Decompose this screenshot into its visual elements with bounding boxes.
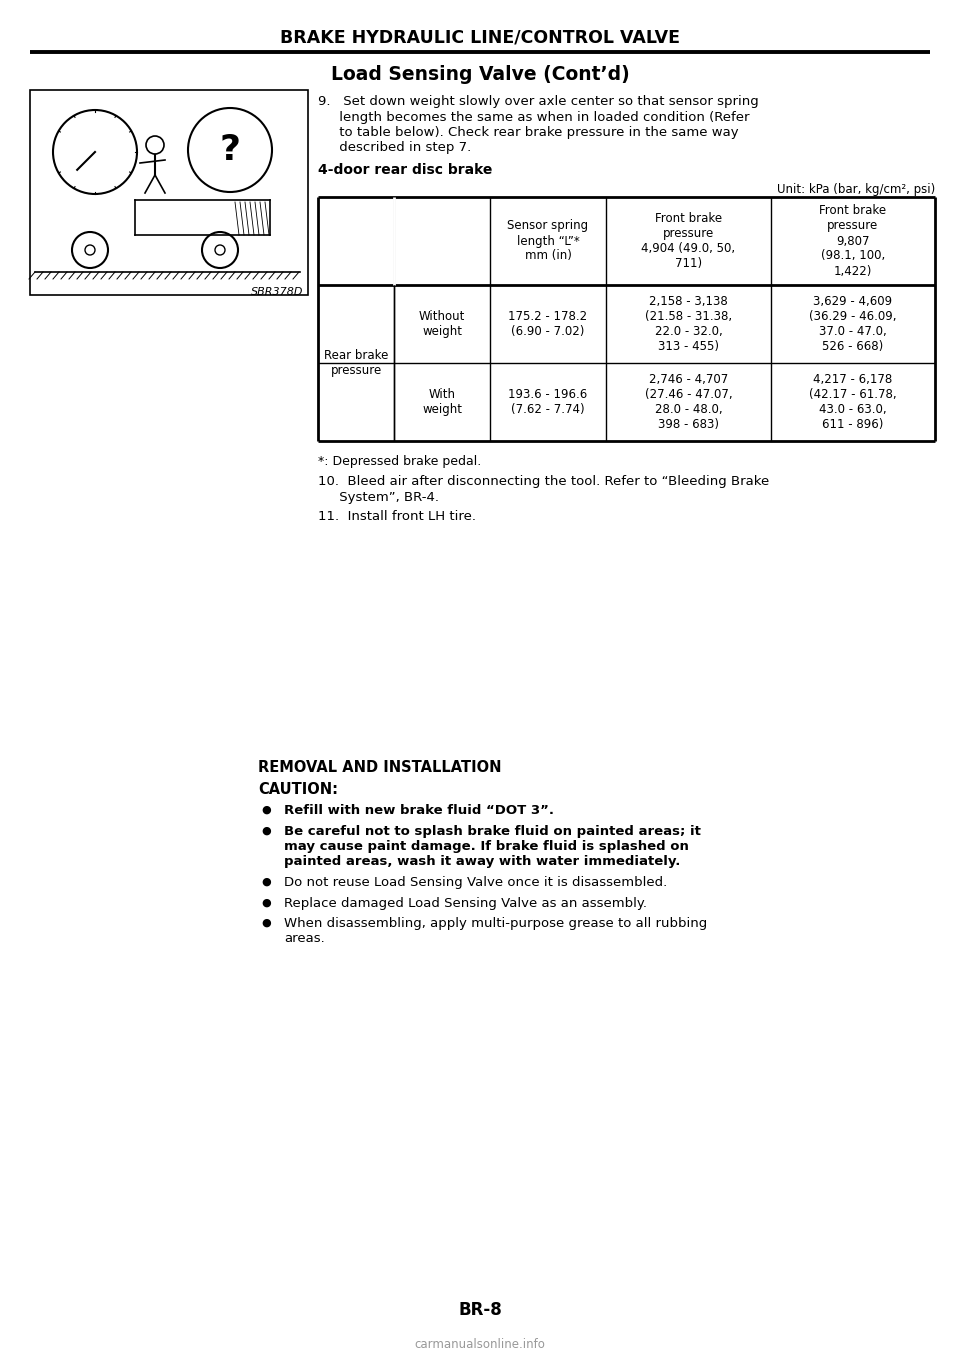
Text: 11.  Install front LH tire.: 11. Install front LH tire. xyxy=(318,511,476,523)
Text: may cause paint damage. If brake fluid is splashed on: may cause paint damage. If brake fluid i… xyxy=(284,841,689,853)
Text: ●: ● xyxy=(261,826,271,835)
Text: Replace damaged Load Sensing Valve as an assembly.: Replace damaged Load Sensing Valve as an… xyxy=(284,896,647,910)
Text: ●: ● xyxy=(261,898,271,907)
Circle shape xyxy=(188,109,272,191)
Text: 4-door rear disc brake: 4-door rear disc brake xyxy=(318,163,492,177)
Text: carmanualsonline.info: carmanualsonline.info xyxy=(415,1339,545,1351)
Text: REMOVAL AND INSTALLATION: REMOVAL AND INSTALLATION xyxy=(258,760,501,775)
Text: 2,158 - 3,138
(21.58 - 31.38,
22.0 - 32.0,
313 - 455): 2,158 - 3,138 (21.58 - 31.38, 22.0 - 32.… xyxy=(645,295,732,353)
Text: 3,629 - 4,609
(36.29 - 46.09,
37.0 - 47.0,
526 - 668): 3,629 - 4,609 (36.29 - 46.09, 37.0 - 47.… xyxy=(809,295,897,353)
Text: Rear brake
pressure: Rear brake pressure xyxy=(324,349,389,378)
Text: 10.  Bleed air after disconnecting the tool. Refer to “Bleeding Brake: 10. Bleed air after disconnecting the to… xyxy=(318,475,769,488)
Circle shape xyxy=(215,244,225,255)
Text: ?: ? xyxy=(220,133,241,167)
Circle shape xyxy=(85,244,95,255)
Text: *: Depressed brake pedal.: *: Depressed brake pedal. xyxy=(318,455,481,469)
Circle shape xyxy=(72,232,108,268)
Text: With
weight: With weight xyxy=(422,388,462,416)
Bar xyxy=(30,90,308,295)
Text: 4,217 - 6,178
(42.17 - 61.78,
43.0 - 63.0,
611 - 896): 4,217 - 6,178 (42.17 - 61.78, 43.0 - 63.… xyxy=(809,373,897,430)
Text: Sensor spring
length “L”*
mm (in): Sensor spring length “L”* mm (in) xyxy=(508,220,588,262)
Text: length becomes the same as when in loaded condition (Refer: length becomes the same as when in loade… xyxy=(318,110,750,124)
Text: 193.6 - 196.6
(7.62 - 7.74): 193.6 - 196.6 (7.62 - 7.74) xyxy=(509,388,588,416)
Text: Unit: kPa (bar, kg/cm², psi): Unit: kPa (bar, kg/cm², psi) xyxy=(777,183,935,196)
Text: Front brake
pressure
9,807
(98.1, 100,
1,422): Front brake pressure 9,807 (98.1, 100, 1… xyxy=(819,205,886,277)
Text: CAUTION:: CAUTION: xyxy=(258,782,338,797)
Text: Do not reuse Load Sensing Valve once it is disassembled.: Do not reuse Load Sensing Valve once it … xyxy=(284,876,667,889)
Text: 175.2 - 178.2
(6.90 - 7.02): 175.2 - 178.2 (6.90 - 7.02) xyxy=(509,310,588,338)
Text: Without
weight: Without weight xyxy=(419,310,466,338)
Text: ●: ● xyxy=(261,918,271,928)
Text: System”, BR-4.: System”, BR-4. xyxy=(318,490,439,504)
Text: 2,746 - 4,707
(27.46 - 47.07,
28.0 - 48.0,
398 - 683): 2,746 - 4,707 (27.46 - 47.07, 28.0 - 48.… xyxy=(645,373,732,430)
Text: SBR378D: SBR378D xyxy=(251,287,303,297)
Text: When disassembling, apply multi-purpose grease to all rubbing: When disassembling, apply multi-purpose … xyxy=(284,917,708,930)
Text: Refill with new brake fluid “DOT 3”.: Refill with new brake fluid “DOT 3”. xyxy=(284,804,554,818)
Text: described in step 7.: described in step 7. xyxy=(318,141,471,155)
Circle shape xyxy=(202,232,238,268)
Text: ●: ● xyxy=(261,805,271,815)
Text: painted areas, wash it away with water immediately.: painted areas, wash it away with water i… xyxy=(284,856,681,869)
Text: areas.: areas. xyxy=(284,933,324,945)
Text: Load Sensing Valve (Cont’d): Load Sensing Valve (Cont’d) xyxy=(330,64,630,83)
Circle shape xyxy=(146,136,164,153)
Text: BRAKE HYDRAULIC LINE/CONTROL VALVE: BRAKE HYDRAULIC LINE/CONTROL VALVE xyxy=(280,29,680,48)
Text: BR-8: BR-8 xyxy=(458,1301,502,1319)
Circle shape xyxy=(53,110,137,194)
Text: Be careful not to splash brake fluid on painted areas; it: Be careful not to splash brake fluid on … xyxy=(284,824,701,838)
Text: Front brake
pressure
4,904 (49.0, 50,
711): Front brake pressure 4,904 (49.0, 50, 71… xyxy=(641,212,735,270)
Text: to table below). Check rear brake pressure in the same way: to table below). Check rear brake pressu… xyxy=(318,126,738,139)
Text: ●: ● xyxy=(261,877,271,887)
Text: 9.   Set down weight slowly over axle center so that sensor spring: 9. Set down weight slowly over axle cent… xyxy=(318,95,758,109)
